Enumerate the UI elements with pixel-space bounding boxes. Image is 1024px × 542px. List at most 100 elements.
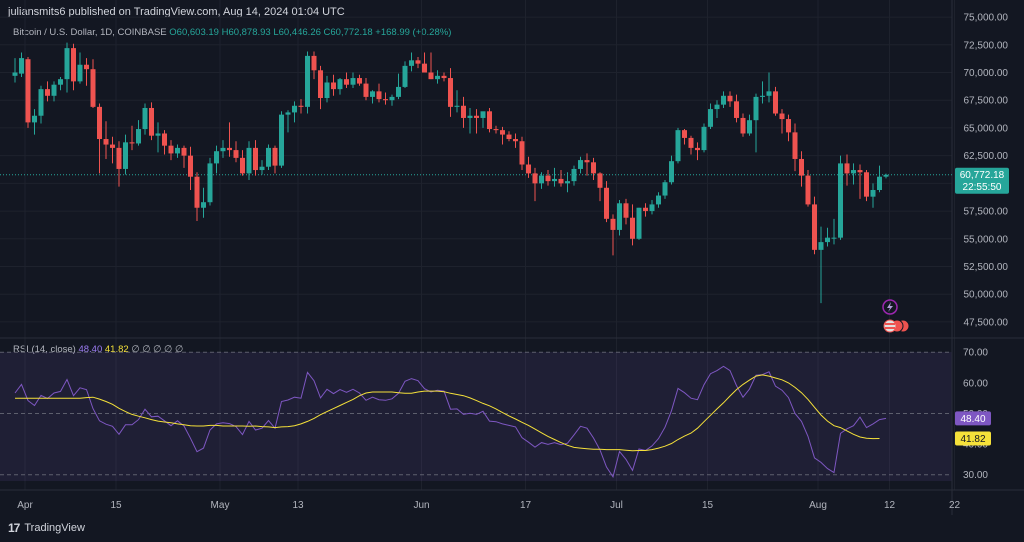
candle-body bbox=[51, 84, 57, 96]
candle-body bbox=[149, 107, 154, 136]
candle-body bbox=[311, 55, 317, 71]
close-value: C60,772.18 bbox=[323, 27, 373, 38]
brand-name[interactable]: TradingView bbox=[24, 522, 85, 534]
candle-body bbox=[493, 129, 499, 131]
rsi-levels bbox=[0, 351, 952, 476]
time-tick-label: Jun bbox=[413, 500, 429, 511]
candle-body bbox=[474, 115, 479, 118]
candle-body bbox=[123, 142, 128, 169]
candle-body bbox=[25, 59, 31, 123]
symbol-name[interactable]: Bitcoin / U.S. Dollar, 1D, COINBASE bbox=[13, 27, 167, 38]
price-tick-label: 75,000.00 bbox=[964, 13, 1009, 24]
price-tick-label: 62,500.00 bbox=[964, 151, 1009, 162]
rsi-label[interactable]: RSI (14, close) bbox=[13, 344, 76, 355]
candle-body bbox=[19, 58, 24, 74]
low-value: L60,446.26 bbox=[273, 27, 321, 38]
candle-body bbox=[272, 147, 278, 166]
candle-body bbox=[857, 170, 863, 173]
candle-body bbox=[831, 237, 837, 239]
grid-lines bbox=[0, 0, 955, 490]
candle-body bbox=[64, 48, 70, 80]
candle-body bbox=[376, 91, 382, 100]
candle-body bbox=[136, 129, 141, 144]
candle-body bbox=[207, 163, 213, 203]
candle-body bbox=[116, 147, 122, 169]
candle-body bbox=[870, 190, 876, 197]
candle-body bbox=[285, 112, 291, 115]
time-tick-label: 15 bbox=[702, 500, 714, 511]
candle-body bbox=[656, 195, 661, 205]
candle-body bbox=[786, 119, 791, 133]
candle-body bbox=[487, 111, 492, 130]
candle-body bbox=[688, 137, 694, 148]
candle-body bbox=[402, 65, 408, 87]
candle-body bbox=[721, 95, 726, 105]
us-flag-stripe bbox=[885, 323, 895, 325]
event-icons[interactable] bbox=[882, 299, 910, 333]
candle-body bbox=[604, 187, 609, 219]
candle-body bbox=[188, 155, 193, 177]
candle-body bbox=[643, 207, 648, 212]
candle-body bbox=[805, 175, 811, 205]
candle-body bbox=[513, 139, 518, 142]
candle-body bbox=[877, 176, 882, 191]
candle-body bbox=[162, 133, 167, 146]
ma-tag-text: 41.82 bbox=[960, 434, 985, 445]
candle-body bbox=[740, 117, 746, 134]
candle-body bbox=[773, 91, 778, 114]
candle-body bbox=[181, 147, 187, 156]
candle-body bbox=[747, 120, 752, 134]
time-tick-label: May bbox=[211, 500, 230, 511]
publisher-info: juliansmits6 published on TradingView.co… bbox=[8, 6, 345, 18]
candle-body bbox=[695, 147, 700, 151]
candle-body bbox=[454, 105, 460, 107]
price-tick-label: 65,000.00 bbox=[964, 123, 1009, 134]
candle-body bbox=[279, 114, 284, 166]
candle-body bbox=[129, 142, 135, 144]
candle-body bbox=[571, 168, 577, 182]
candle-body bbox=[682, 130, 687, 138]
tradingview-logo-icon[interactable]: 17 bbox=[8, 521, 20, 535]
candle-body bbox=[344, 79, 349, 85]
candle-body bbox=[558, 178, 564, 184]
rsi-null-symbols: ∅ ∅ ∅ ∅ ∅ bbox=[131, 344, 184, 355]
candle-series bbox=[12, 42, 889, 304]
candle-body bbox=[428, 72, 434, 80]
rsi-tick-label: 60.00 bbox=[963, 378, 988, 389]
candle-body bbox=[701, 126, 707, 151]
candle-body bbox=[883, 174, 889, 177]
candle-body bbox=[506, 134, 512, 140]
candle-body bbox=[227, 147, 232, 151]
candle-body bbox=[259, 166, 265, 171]
candle-body bbox=[175, 147, 180, 154]
open-value: O60,603.19 bbox=[169, 27, 219, 38]
candle-body bbox=[532, 173, 538, 184]
candle-body bbox=[266, 147, 271, 167]
candle-body bbox=[851, 170, 856, 174]
candle-body bbox=[90, 69, 96, 107]
time-tick-label: 13 bbox=[292, 500, 304, 511]
rsi-tick-label: 30.00 bbox=[963, 470, 988, 481]
candle-body bbox=[12, 72, 18, 76]
rsi-tags: 48.40 41.82 bbox=[955, 411, 991, 446]
time-tick-label: Jul bbox=[610, 500, 623, 511]
candle-body bbox=[838, 163, 843, 238]
candle-body bbox=[350, 78, 356, 85]
candle-body bbox=[578, 160, 583, 169]
candle-body bbox=[194, 176, 200, 208]
candle-body bbox=[636, 207, 642, 239]
price-tick-label: 50,000.00 bbox=[964, 290, 1009, 301]
price-tick-label: 52,500.00 bbox=[964, 262, 1009, 273]
candle-body bbox=[760, 95, 765, 97]
rsi-ma-line bbox=[15, 374, 880, 452]
rsi-legend: RSI (14, close) 48.40 41.82 ∅ ∅ ∅ ∅ ∅ bbox=[13, 344, 183, 355]
candle-body bbox=[337, 79, 343, 90]
candle-body bbox=[649, 204, 655, 212]
candle-body bbox=[467, 115, 473, 118]
price-tick-label: 72,500.00 bbox=[964, 40, 1009, 51]
candle-body bbox=[331, 82, 336, 90]
candle-body bbox=[708, 109, 713, 127]
high-value: H60,878.93 bbox=[221, 27, 271, 38]
candle-body bbox=[630, 217, 635, 239]
